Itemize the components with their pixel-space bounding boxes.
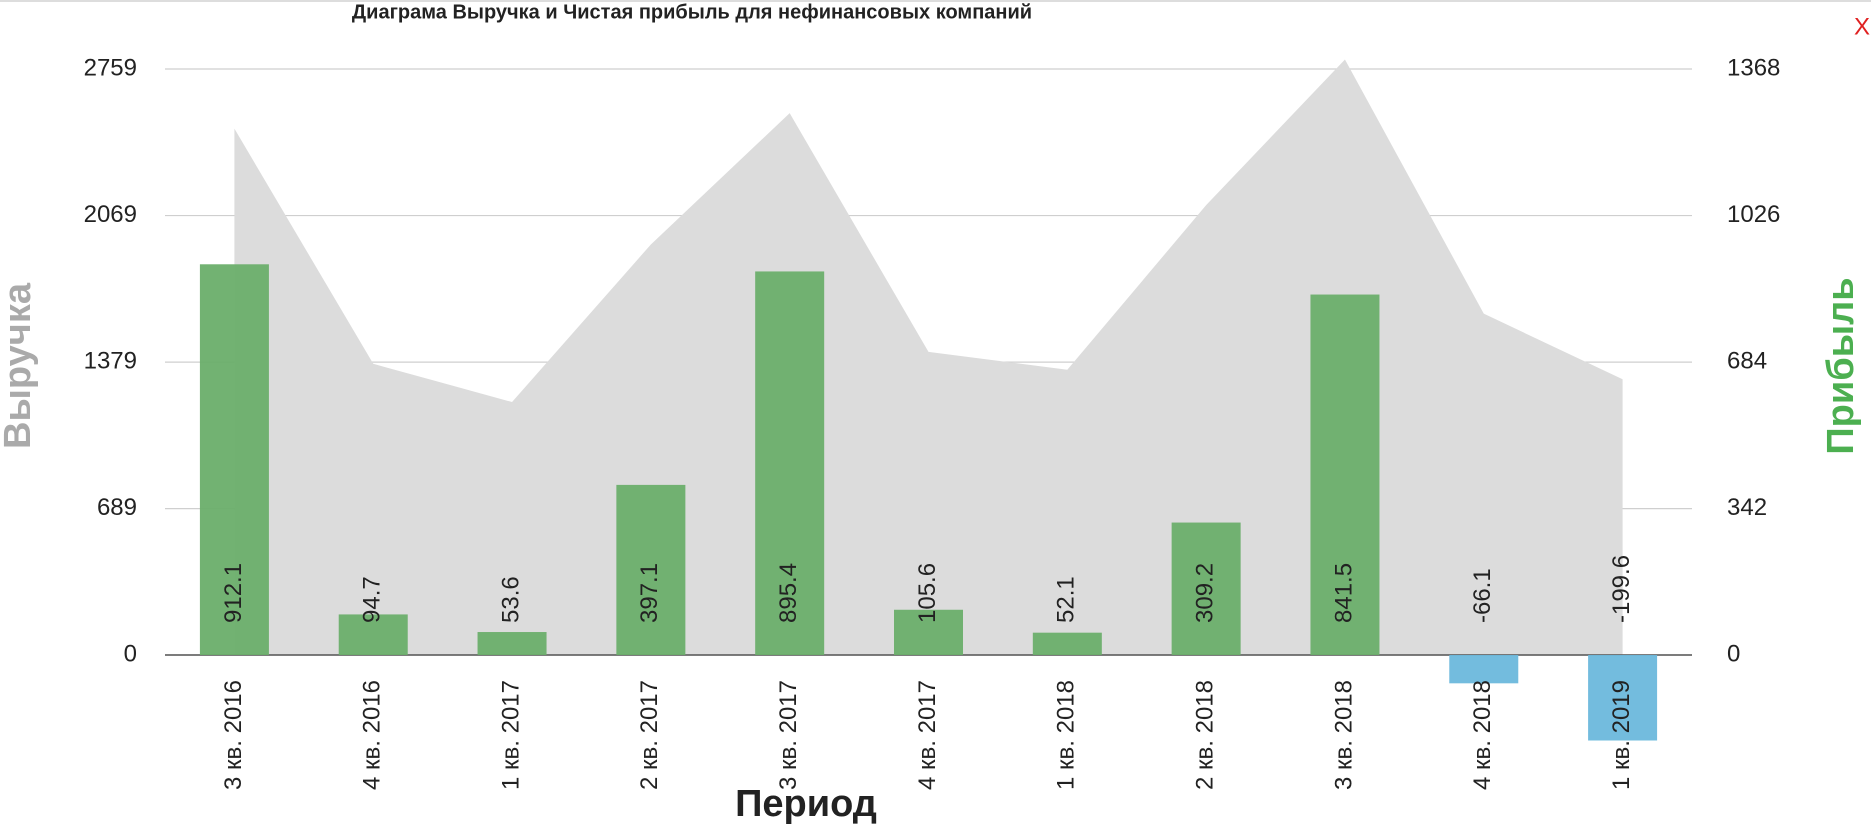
x-tick-label: 2 кв. 2017 <box>636 680 663 790</box>
x-tick-label: 2 кв. 2018 <box>1191 680 1218 790</box>
bar <box>894 609 963 655</box>
y2-tick-label: 684 <box>1727 347 1767 374</box>
x-tick-label: 4 кв. 2018 <box>1469 680 1496 790</box>
y2-tick-label: 1368 <box>1727 54 1780 81</box>
data-label: -199.6 <box>1608 555 1635 623</box>
data-label: 105.6 <box>914 563 941 623</box>
x-tick-label: 3 кв. 2018 <box>1330 680 1357 790</box>
bar <box>1171 522 1241 655</box>
bar <box>477 632 547 655</box>
bar <box>199 264 269 655</box>
x-tick-label: 1 кв. 2018 <box>1053 680 1080 790</box>
y-tick-label: 689 <box>97 494 137 521</box>
data-label: 895.4 <box>775 563 802 623</box>
data-label: -66.1 <box>1469 568 1496 623</box>
y-tick-label: 2069 <box>84 201 137 228</box>
x-axis-title: Период <box>735 783 877 825</box>
y-tick-label: 0 <box>124 640 137 667</box>
bar <box>1588 655 1658 741</box>
data-label: 912.1 <box>220 563 247 623</box>
y-axis-title: Выручка <box>0 282 39 449</box>
x-tick-label: 4 кв. 2016 <box>359 680 386 790</box>
data-label: 397.1 <box>636 563 663 623</box>
bar <box>1032 632 1102 655</box>
x-tick-label: 3 кв. 2016 <box>220 680 247 790</box>
area <box>234 59 1623 655</box>
y2-tick-label: 342 <box>1727 494 1767 521</box>
bar <box>1449 655 1519 684</box>
bar <box>338 614 408 655</box>
y-tick-label: 1379 <box>84 347 137 374</box>
x-tick-label: 1 кв. 2019 <box>1608 680 1635 790</box>
close-button[interactable]: X <box>1854 13 1870 40</box>
x-tick-label: 3 кв. 2017 <box>775 680 802 790</box>
y-tick-label: 2759 <box>84 54 137 81</box>
data-label: 94.7 <box>359 576 386 623</box>
data-label: 309.2 <box>1191 563 1218 623</box>
x-tick-label: 4 кв. 2017 <box>914 680 941 790</box>
x-tick-label: 1 кв. 2017 <box>497 680 524 790</box>
bar <box>616 484 686 655</box>
bar <box>1310 294 1380 655</box>
y2-tick-label: 0 <box>1727 640 1740 667</box>
y2-tick-label: 1026 <box>1727 201 1780 228</box>
data-label: 53.6 <box>497 576 524 623</box>
y2-axis-title: Прибыль <box>1820 277 1862 454</box>
data-label: 841.5 <box>1330 563 1357 623</box>
data-label: 52.1 <box>1053 576 1080 623</box>
chart-title: Диаграма Выручка и Чистая прибыль для не… <box>352 1 1032 23</box>
bar <box>755 271 825 655</box>
